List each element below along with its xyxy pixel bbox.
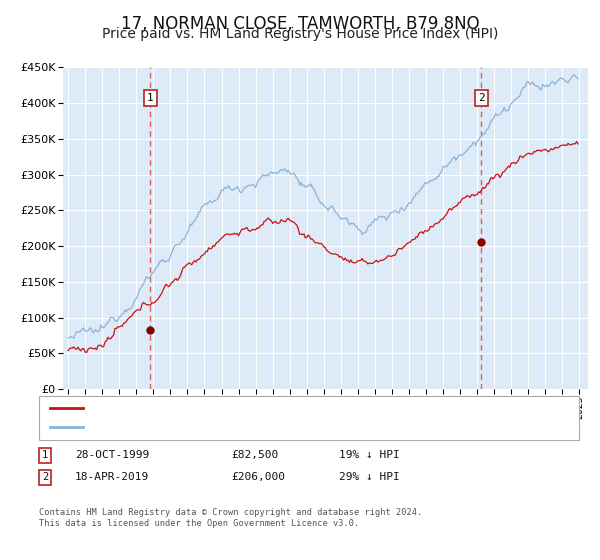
Text: Contains HM Land Registry data © Crown copyright and database right 2024.
This d: Contains HM Land Registry data © Crown c…	[39, 508, 422, 528]
Text: Price paid vs. HM Land Registry's House Price Index (HPI): Price paid vs. HM Land Registry's House …	[102, 27, 498, 41]
Text: 29% ↓ HPI: 29% ↓ HPI	[339, 472, 400, 482]
Text: 28-OCT-1999: 28-OCT-1999	[75, 450, 149, 460]
Text: 17, NORMAN CLOSE, TAMWORTH, B79 8NQ (detached house): 17, NORMAN CLOSE, TAMWORTH, B79 8NQ (det…	[90, 403, 395, 413]
Text: HPI: Average price, detached house, Tamworth: HPI: Average price, detached house, Tamw…	[90, 422, 349, 432]
Text: £206,000: £206,000	[231, 472, 285, 482]
Text: 2: 2	[42, 472, 48, 482]
Text: 1: 1	[147, 93, 154, 103]
Text: 19% ↓ HPI: 19% ↓ HPI	[339, 450, 400, 460]
Text: 2: 2	[478, 93, 485, 103]
Text: £82,500: £82,500	[231, 450, 278, 460]
Text: 18-APR-2019: 18-APR-2019	[75, 472, 149, 482]
Text: 1: 1	[42, 450, 48, 460]
Text: 17, NORMAN CLOSE, TAMWORTH, B79 8NQ: 17, NORMAN CLOSE, TAMWORTH, B79 8NQ	[121, 15, 479, 32]
